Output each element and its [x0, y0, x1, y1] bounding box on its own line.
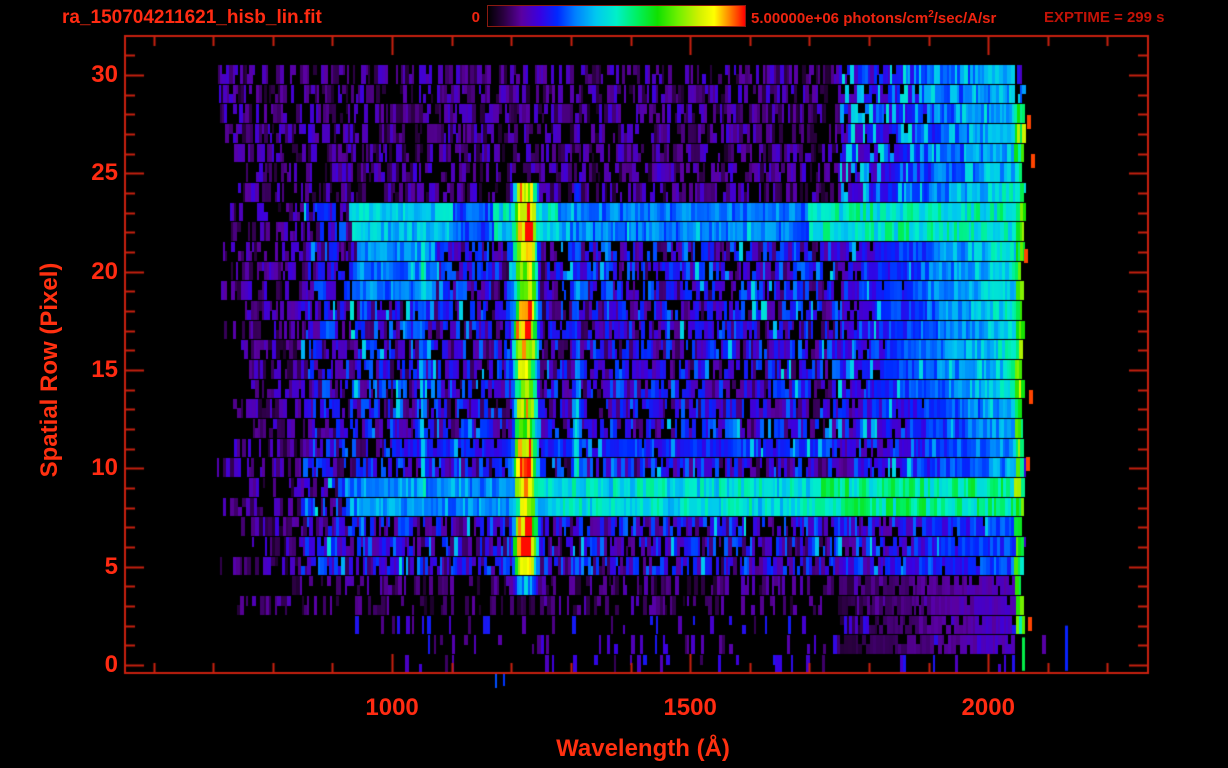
- y-tick-label: 5: [104, 552, 118, 580]
- colorbar: [487, 5, 746, 27]
- y-tick-label: 15: [91, 355, 118, 383]
- x-tick-label: 1000: [365, 694, 419, 721]
- colorbar-min-label: 0: [471, 9, 480, 26]
- exptime-label: EXPTIME = 299 s: [1044, 9, 1165, 26]
- filename-title: ra_150704211621_hisb_lin.fit: [62, 7, 322, 28]
- y-tick-label: 0: [104, 650, 118, 678]
- y-tick-label: 20: [91, 257, 118, 285]
- x-tick-label: 1500: [663, 694, 717, 721]
- y-axis-title: Spatial Row (Pixel): [36, 262, 63, 478]
- colorbar-max-label: 5.00000e+06 photons/cm2/sec/A/sr: [751, 9, 996, 27]
- colorbar-units: photons/cm: [843, 10, 929, 27]
- x-axis-title: Wavelength (Å): [556, 735, 730, 762]
- colorbar-units-exponent: 2: [928, 9, 934, 20]
- y-tick-label: 25: [91, 159, 118, 187]
- y-tick-label: 10: [91, 454, 118, 482]
- colorbar-units-rest: /sec/A/sr: [933, 10, 997, 27]
- y-tick-label: 30: [91, 60, 118, 88]
- x-tick-label: 2000: [961, 694, 1015, 721]
- colorbar-max-value: 5.00000e+06: [751, 10, 844, 27]
